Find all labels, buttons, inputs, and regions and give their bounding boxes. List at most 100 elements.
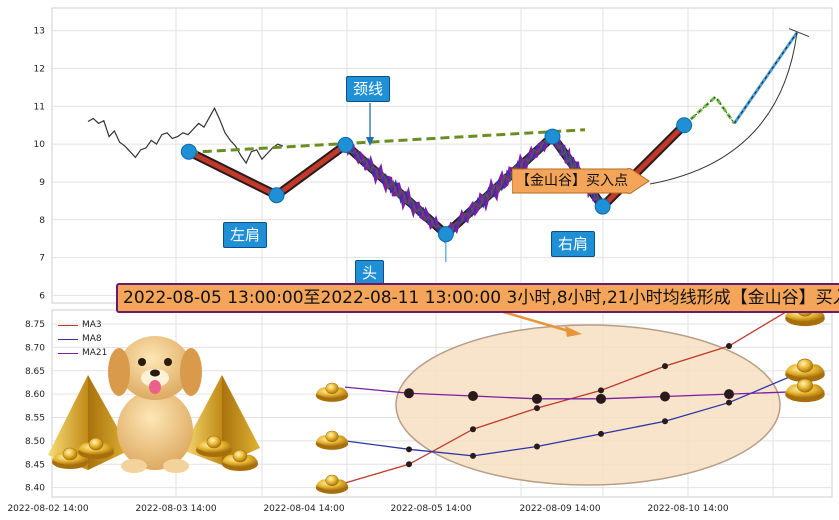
ma-legend: MA3 MA8 MA21 bbox=[58, 318, 107, 360]
puppy-body bbox=[117, 390, 193, 470]
ingot-top bbox=[206, 435, 222, 449]
series-point-ma3 bbox=[598, 387, 604, 394]
series-point-ma21 bbox=[468, 391, 478, 402]
series-point-ma21 bbox=[596, 393, 606, 404]
puppy-eye-right bbox=[164, 358, 172, 366]
bottom-y-tick-label: 8.75 bbox=[25, 320, 45, 330]
head-label: 头 bbox=[355, 260, 385, 286]
series-point-ma8 bbox=[598, 430, 604, 437]
puppy-nose bbox=[150, 369, 160, 377]
gold-ingot bbox=[785, 378, 825, 403]
bottom-x-tick-label: 2022-08-03 14:00 bbox=[135, 504, 216, 514]
puppy-paw-right bbox=[163, 459, 189, 473]
projection-green-dots bbox=[683, 96, 735, 126]
series-point-ma3 bbox=[534, 405, 540, 412]
series-point-ma3 bbox=[726, 342, 732, 349]
top-y-tick-label: 10 bbox=[34, 140, 46, 150]
decoration-layer bbox=[48, 302, 825, 494]
ingot-top bbox=[62, 447, 78, 461]
gold-ingot bbox=[196, 435, 232, 457]
series-point-ma21 bbox=[404, 388, 414, 399]
series-line-ma21 bbox=[344, 386, 794, 400]
gold-ingot bbox=[78, 437, 114, 459]
top-chart-panel: 6 7 8 9 10 11 12 13 bbox=[34, 7, 833, 304]
legend-item-ma3: MA3 bbox=[58, 318, 107, 332]
top-y-tick-label: 11 bbox=[34, 102, 45, 112]
puppy-paw-left bbox=[121, 459, 147, 473]
ingot-top bbox=[325, 430, 339, 443]
banner-pointer-head bbox=[565, 326, 582, 337]
series-point-ma3 bbox=[662, 363, 668, 370]
bottom-y-tick-label: 8.45 bbox=[25, 460, 45, 470]
bottom-y-tick-label: 8.60 bbox=[25, 390, 45, 400]
buy-point-arrow bbox=[512, 168, 650, 194]
bottom-y-tick-label: 8.40 bbox=[25, 484, 45, 494]
pattern-point bbox=[544, 128, 561, 145]
series-line-ma8 bbox=[344, 374, 794, 457]
bottom-y-tick-label: 8.50 bbox=[25, 437, 45, 447]
gold-ingot bbox=[222, 449, 258, 471]
bottom-x-tick-label: 2022-08-05 14:00 bbox=[390, 504, 471, 514]
ingot-top bbox=[325, 474, 339, 487]
neckline-pointer-head bbox=[366, 137, 374, 146]
top-y-tick-label: 8 bbox=[39, 216, 45, 226]
pattern-point bbox=[337, 136, 354, 153]
puppy-eye-left bbox=[138, 358, 146, 366]
pattern-point bbox=[437, 226, 454, 243]
series-point-ma8 bbox=[662, 418, 668, 425]
pattern-point bbox=[180, 143, 197, 160]
projection-end-tick bbox=[788, 28, 810, 38]
projection-curve bbox=[649, 32, 798, 185]
neckline-label: 颈线 bbox=[346, 76, 391, 102]
projection-green bbox=[683, 94, 736, 127]
price-history-line bbox=[87, 106, 284, 165]
bottom-x-tick-label: 2022-08-10 14:00 bbox=[647, 504, 728, 514]
top-y-tick-label: 13 bbox=[34, 27, 45, 37]
series-point-ma8 bbox=[726, 399, 732, 406]
gold-ingot bbox=[315, 430, 349, 450]
buy-point-label: 【金山谷】买入点 bbox=[516, 173, 628, 189]
pattern-point bbox=[676, 117, 693, 134]
puppy-ear-left bbox=[108, 348, 130, 396]
gold-ingot bbox=[785, 358, 825, 383]
top-y-tick-label: 9 bbox=[39, 178, 45, 188]
top-plot-frame bbox=[51, 7, 833, 304]
legend-label-ma21: MA21 bbox=[82, 348, 108, 358]
legend-label-ma8: MA8 bbox=[82, 334, 102, 344]
highlight-ellipse bbox=[395, 324, 781, 486]
gold-ingot bbox=[52, 447, 88, 469]
gold-pyramid-left bbox=[48, 375, 88, 470]
series-point-ma8 bbox=[534, 443, 540, 450]
pattern-point bbox=[594, 198, 611, 215]
series-point-ma21 bbox=[660, 391, 670, 402]
top-y-tick-label: 7 bbox=[39, 254, 45, 264]
left-shoulder-label: 左肩 bbox=[223, 222, 268, 248]
ingot-top bbox=[88, 437, 104, 451]
bottom-y-tick-label: 8.55 bbox=[25, 414, 45, 424]
legend-label-ma3: MA3 bbox=[82, 320, 102, 330]
series-point-ma3 bbox=[406, 461, 412, 468]
puppy-head bbox=[119, 336, 191, 400]
puppy-illustration bbox=[108, 336, 202, 473]
neckline bbox=[188, 128, 586, 154]
series-point-ma3 bbox=[470, 426, 476, 433]
puppy-tongue bbox=[149, 380, 161, 394]
top-y-tick-label: 6 bbox=[39, 291, 45, 301]
signal-banner: 2022-08-05 13:00:00至2022-08-11 13:00:00 … bbox=[116, 283, 839, 313]
right-shoulder-label: 右肩 bbox=[551, 231, 596, 257]
projection-blue-dots bbox=[733, 32, 798, 124]
top-y-tick-label: 12 bbox=[34, 65, 45, 75]
ingot-top bbox=[796, 358, 814, 373]
bottom-y-tick-label: 8.70 bbox=[25, 343, 45, 353]
gold-ingot bbox=[315, 474, 349, 494]
bottom-x-tick-label: 2022-08-09 14:00 bbox=[519, 504, 600, 514]
legend-item-ma8: MA8 bbox=[58, 332, 107, 346]
series-point-ma8 bbox=[406, 446, 412, 453]
ingot-top bbox=[232, 449, 248, 463]
puppy-snout bbox=[141, 369, 169, 387]
puppy-ear-right bbox=[180, 348, 202, 396]
bottom-x-tick-label: 2022-08-04 14:00 bbox=[263, 504, 344, 514]
banner-pointer bbox=[499, 309, 573, 334]
pattern-point bbox=[268, 187, 285, 204]
legend-item-ma21: MA21 bbox=[58, 346, 107, 360]
